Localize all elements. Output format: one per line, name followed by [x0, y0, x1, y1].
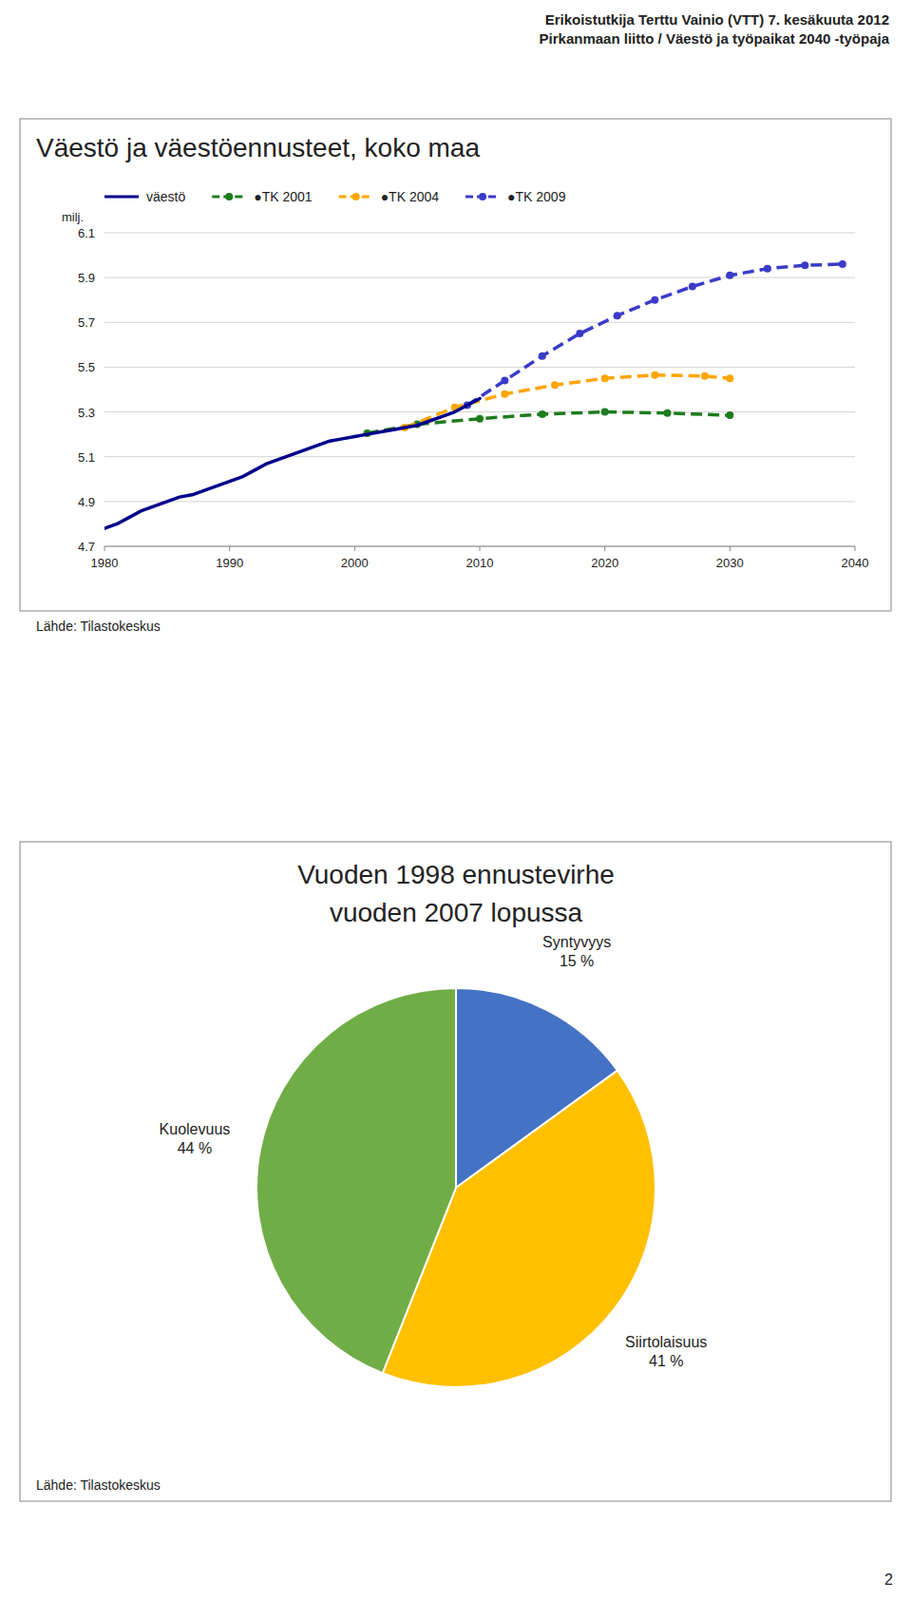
grid-line — [104, 411, 855, 413]
plot-area — [104, 260, 847, 529]
series-marker — [725, 271, 734, 280]
grid-line — [104, 456, 855, 457]
series-line — [104, 398, 480, 529]
series-line — [404, 375, 730, 428]
legend: väestö ●TK 2001 ●TK 2004 ●TK 2009 — [104, 189, 567, 205]
chart-subtitle: vuoden 2007 lopussa — [329, 897, 584, 928]
x-tick-label: 2030 — [716, 555, 744, 570]
series-marker — [838, 260, 847, 268]
x-tick-label: 2020 — [590, 555, 619, 570]
series-marker — [650, 296, 659, 304]
slice-value-label: 41 % — [648, 1352, 684, 1369]
legend-swatch — [104, 195, 139, 199]
x-tick — [479, 546, 481, 551]
slice-label: Kuolevuus — [159, 1121, 231, 1138]
series-marker — [475, 415, 484, 423]
x-tick — [104, 546, 106, 551]
panel-border — [19, 118, 892, 611]
grid-line — [104, 366, 855, 368]
y-tick-label: 5.9 — [77, 270, 95, 285]
series-marker — [650, 371, 659, 380]
page-number: 2 — [884, 1571, 893, 1588]
x-tick-label: 2010 — [466, 555, 494, 570]
chart-title: Vuoden 1998 ennustevirhe — [297, 859, 615, 890]
x-tick-label: 1980 — [91, 555, 119, 570]
series-marker — [538, 410, 547, 418]
legend-label: väestö — [146, 189, 186, 205]
x-tick — [228, 546, 230, 551]
header-line: Pirkanmaan liitto / Väestö ja työpaikat … — [539, 30, 891, 47]
y-axis-label: milj. — [61, 209, 84, 225]
series-marker — [701, 372, 709, 380]
header-line: Erikoistutkija Terttu Vainio (VTT) 7. ke… — [545, 11, 890, 28]
x-tick-label: 2000 — [341, 555, 369, 570]
pie-slice — [256, 988, 456, 1373]
y-tick-label: 5.7 — [77, 315, 95, 330]
grid-line — [104, 500, 855, 502]
page-canvas: Erikoistutkija Terttu Vainio (VTT) 7. ke… — [0, 0, 912, 1600]
slice-label: Syntyvyys — [542, 933, 611, 950]
pie-chart: Vuoden 1998 ennustevirhe vuoden 2007 lopu… — [19, 841, 892, 1501]
series-marker — [551, 380, 559, 389]
series-marker — [575, 329, 584, 338]
series-marker — [688, 283, 697, 291]
x-tick — [729, 546, 731, 551]
series-marker — [725, 374, 734, 382]
legend-marker — [352, 192, 361, 201]
legend-label: ●TK 2001 — [253, 189, 313, 205]
series-marker — [763, 265, 772, 273]
grid-line — [104, 232, 855, 234]
y-tick-label: 4.9 — [77, 494, 95, 510]
chart-title: Väestö ja väestöennusteet, koko maa — [36, 133, 480, 163]
y-tick-label: 4.7 — [77, 539, 95, 554]
line-chart: Väestö ja väestöennusteet, koko maa 4.7 4.… — [19, 118, 892, 611]
legend-marker — [225, 192, 233, 201]
y-tick-label: 5.5 — [77, 360, 95, 375]
slice-label: Siirtolaisuus — [625, 1333, 707, 1350]
source-note: Lähde: Tilastokeskus — [36, 618, 161, 634]
series-marker — [500, 377, 509, 385]
slice-value-label: 15 % — [559, 952, 594, 969]
grid-line — [104, 322, 855, 323]
slice-value-label: 44 % — [177, 1140, 212, 1157]
y-tick-label: 5.1 — [77, 450, 95, 465]
page: {"header": ["Erikoistutkija Terttu Vaini… — [0, 0, 912, 1600]
series-marker — [613, 311, 622, 320]
series-marker — [800, 261, 809, 269]
series-marker — [601, 408, 609, 417]
y-tick-label: 6.1 — [77, 226, 95, 241]
x-tick — [604, 546, 606, 551]
grid-line — [104, 277, 855, 279]
x-tick — [354, 546, 356, 551]
series-marker — [725, 411, 734, 419]
series-marker — [538, 352, 547, 361]
y-tick-label: 5.3 — [77, 405, 95, 420]
x-tick-label: 2040 — [841, 555, 870, 570]
legend-marker — [478, 192, 487, 201]
series-marker — [601, 374, 609, 382]
series-marker — [664, 409, 672, 418]
source-note: Lähde: Tilastokeskus — [36, 1477, 161, 1493]
legend-label: ●TK 2004 — [380, 189, 440, 205]
legend-label: ●TK 2009 — [507, 189, 567, 205]
panel-border — [19, 841, 892, 1501]
series-line — [467, 264, 843, 406]
x-tick — [855, 546, 856, 551]
x-tick-label: 1990 — [215, 555, 244, 570]
series-marker — [500, 390, 509, 399]
